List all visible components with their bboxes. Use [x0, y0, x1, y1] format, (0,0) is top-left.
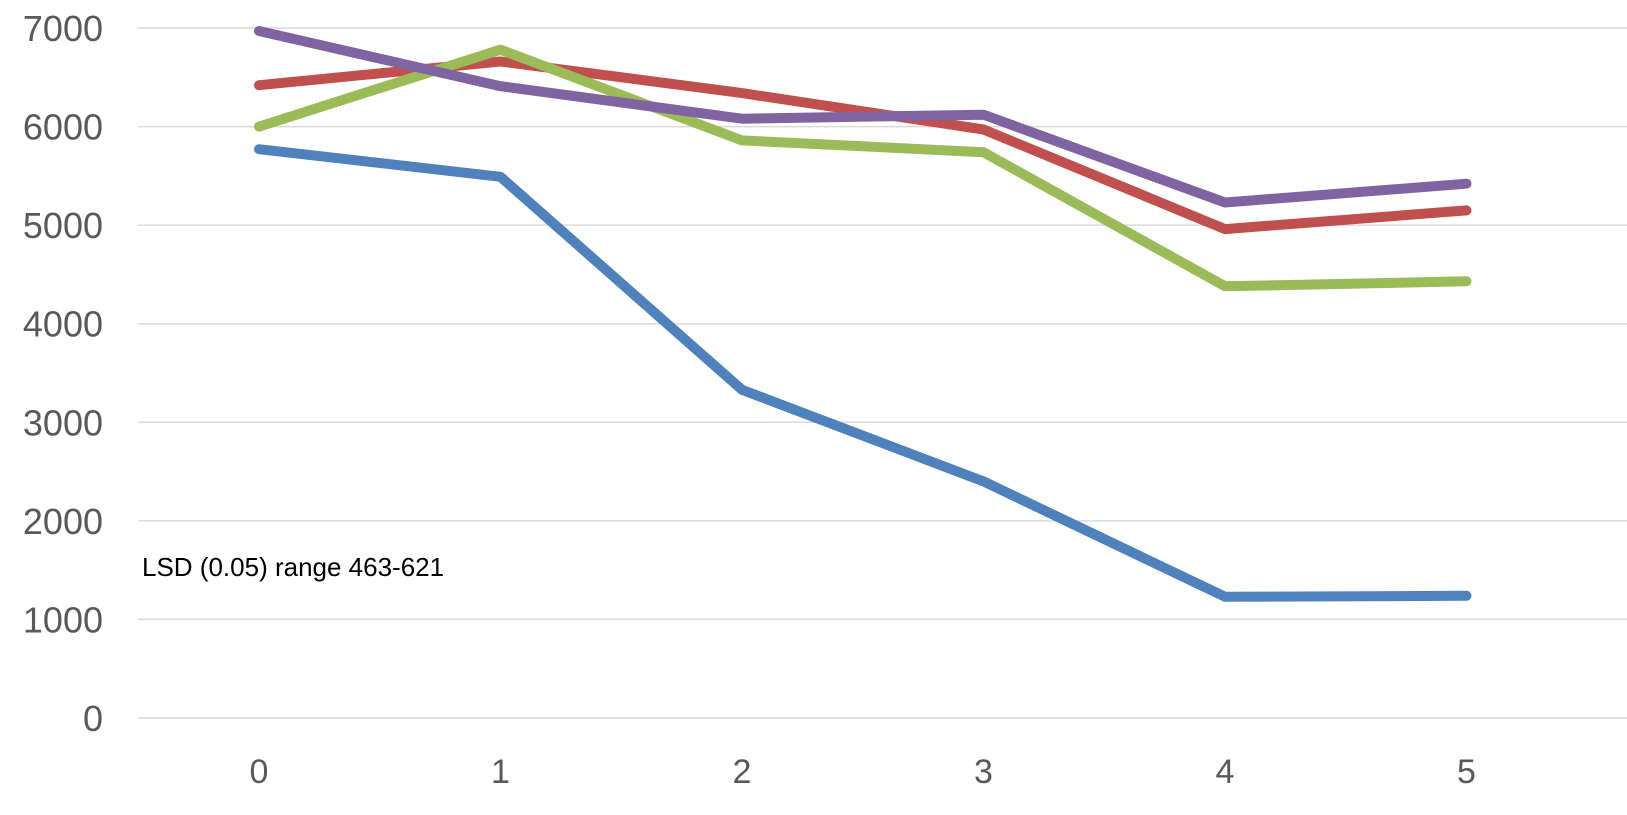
- y-tick-label: 2000: [23, 501, 103, 542]
- y-tick-label: 3000: [23, 402, 103, 443]
- x-axis-ticks: 0 1 2 3 4 5: [250, 753, 1476, 791]
- x-tick-label: 0: [250, 753, 269, 791]
- x-tick-label: 3: [974, 753, 993, 791]
- series-line-1: [254, 144, 1472, 602]
- y-tick-label: 0: [83, 698, 103, 739]
- y-tick-label: 1000: [23, 599, 103, 640]
- series-line-3: [254, 44, 1472, 292]
- x-tick-label: 4: [1216, 753, 1235, 791]
- y-tick-label: 7000: [23, 8, 103, 49]
- y-tick-label: 4000: [23, 304, 103, 345]
- gridlines: [138, 27, 1627, 719]
- lsd-annotation: LSD (0.05) range 463-621: [142, 552, 444, 582]
- x-tick-label: 5: [1457, 753, 1476, 791]
- y-axis-ticks: 0 1000 2000 3000 4000 5000 6000 7000: [23, 8, 103, 739]
- y-tick-label: 6000: [23, 107, 103, 148]
- x-tick-label: 2: [733, 753, 752, 791]
- x-tick-label: 1: [491, 753, 510, 791]
- y-tick-label: 5000: [23, 205, 103, 246]
- series-line-4: [254, 26, 1472, 208]
- series-lines: [254, 26, 1472, 602]
